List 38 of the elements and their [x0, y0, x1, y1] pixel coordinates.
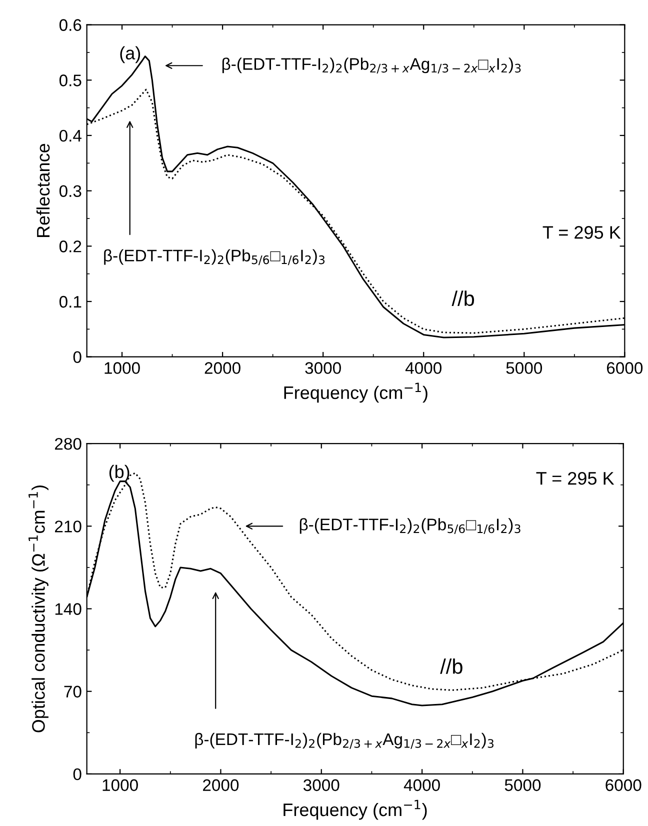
x-tick-label: 6000: [606, 362, 643, 374]
x-tick-label: 5000: [506, 362, 542, 374]
annotation: T = 295 K: [542, 226, 621, 239]
annotation: T = 295 K: [536, 472, 614, 485]
y-tick-label: 140: [55, 603, 82, 615]
y-tick-label: 0.1: [59, 296, 82, 308]
y-tick-label: 0.4: [59, 130, 82, 142]
text: β-(EDT-TTF-I$_{2}$)$_{2}$(Pb$_{5/6}$□$_{1/6}$I$_{2}$)$_{3}$: [104, 249, 325, 266]
y-axis-title: Reflectance: [36, 144, 50, 237]
x-axis-title: Frequency (cm$^{−1}$): [284, 382, 428, 403]
annotation: (a): [120, 46, 140, 64]
y-tick-label: 70: [64, 686, 82, 698]
y-tick-label: 280: [55, 438, 82, 450]
x-tick-label: 2000: [203, 779, 239, 792]
x-tick-label: 6000: [606, 779, 642, 792]
annotation: (b): [109, 464, 130, 482]
text: β-(EDT-TTF-I$_{2}$)$_{2}$(Pb$_{5/6}$□$_{1/6}$I$_{2}$)$_{3}$: [300, 518, 520, 534]
x-tick-label: 5000: [504, 779, 541, 792]
y-tick-label: 0.6: [59, 19, 82, 31]
y-tick-label: 0.3: [59, 185, 82, 198]
text: β-(EDT-TTF-I$_{2}$)$_{2}$(Pb$_{2/3+x}$Ag$_{1/3−2x}$□$_{x}$I$_{2}$)$_{3}$: [222, 58, 521, 74]
y-tick-label: 0.2: [59, 240, 82, 252]
y-tick-label: 0: [73, 351, 82, 364]
x-tick-label: 3000: [305, 362, 341, 374]
annotation: //b: [440, 658, 462, 674]
y-tick-label: 0: [73, 768, 82, 780]
x-tick-label: 2000: [204, 362, 240, 374]
y-tick-label: 0.5: [59, 74, 82, 86]
annotation: //b: [452, 290, 474, 306]
x-tick-label: 3000: [303, 779, 340, 792]
x-tick-label: 4000: [404, 779, 440, 792]
x-axis-title: Frequency (cm$^{−1}$): [284, 800, 427, 820]
y-tick-label: 210: [55, 520, 82, 532]
text: β-(EDT-TTF-I$_{2}$)$_{2}$(Pb$_{2/3+x}$Ag$_{1/3−2x}$□$_{x}$I$_{2}$)$_{3}$: [195, 732, 494, 749]
y-axis-title: Optical conductivity (Ω$^{−1}$cm$^{−1}$): [28, 486, 48, 732]
x-tick-label: 1000: [102, 779, 138, 792]
x-tick-label: 1000: [104, 362, 140, 374]
x-tick-label: 4000: [405, 362, 442, 374]
